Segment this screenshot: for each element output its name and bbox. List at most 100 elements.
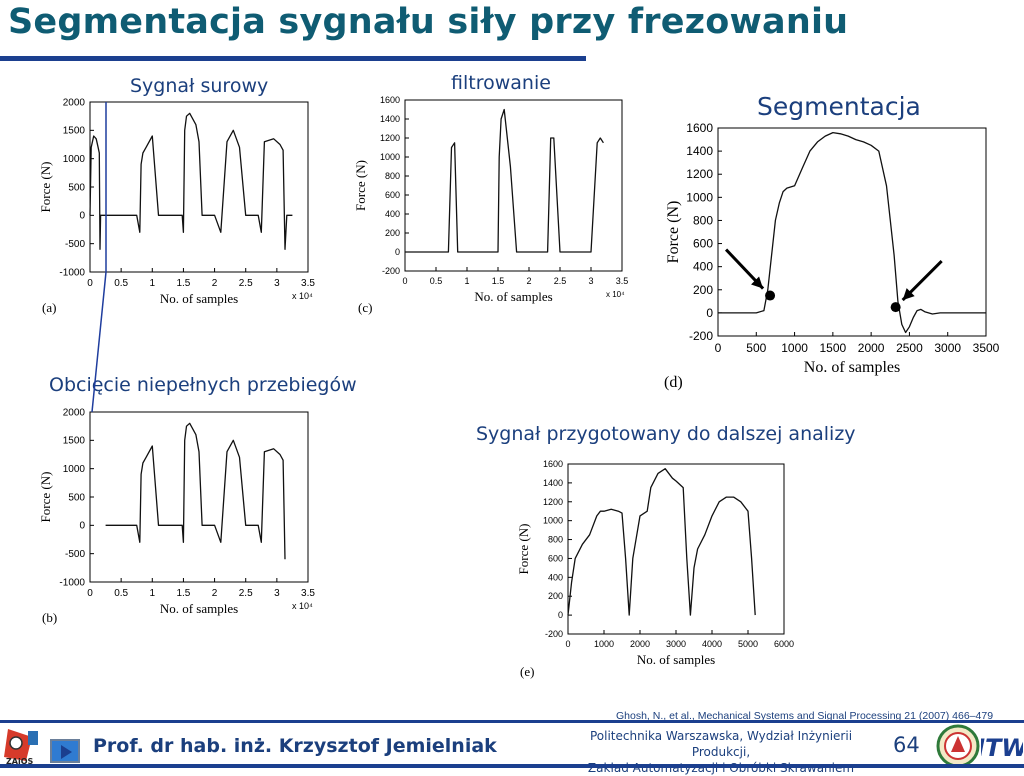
chart-d: 0 500 1000 1500 2000 2500 3000 3500 -200 0 200 400 6…	[664, 121, 1016, 391]
y-tick-label: 200	[385, 228, 400, 238]
y-tick-label: 1500	[63, 126, 86, 137]
footer-author: Prof. dr hab. inż. Krzysztof Jemielniak	[93, 735, 497, 757]
y-tick-label: 1400	[686, 144, 713, 158]
x-multiplier-label: x 10⁴	[292, 291, 313, 301]
y-tick-label: 400	[385, 209, 400, 219]
x-tick-label: 1	[150, 278, 156, 289]
y-tick-label: 1200	[543, 497, 563, 507]
panel-label: (a)	[42, 300, 57, 315]
chart-svg: 0 0.5 1 1.5 2 2.5 3 3.5-20002004006008001000120…	[353, 95, 629, 304]
x-tick-label: 1	[464, 276, 469, 286]
x-tick-label: 0	[87, 588, 93, 599]
x-tick-label: 4000	[702, 639, 722, 649]
y-tick-label: 400	[693, 260, 713, 274]
y-tick-label: 800	[385, 171, 400, 181]
x-axis-label: No. of samples	[160, 601, 238, 616]
segment-arrowhead	[902, 288, 915, 301]
plot-frame	[404, 99, 623, 272]
label-filtering: filtrowanie	[451, 72, 551, 94]
y-axis-label: Force (N)	[665, 201, 682, 264]
panel-label: (d)	[664, 374, 683, 391]
chart-svg: 0 500 1000 1500 2000 2500 3000 3500-20002004006…	[665, 121, 1000, 376]
plot-frame	[89, 101, 309, 273]
y-tick-label: 600	[548, 553, 563, 563]
footer-institution-line2: Zakład Automatyzacji i Obróbki Skrawanie…	[587, 761, 855, 775]
y-tick-label: 800	[548, 535, 563, 545]
y-tick-label: -500	[65, 549, 85, 560]
series-line	[89, 112, 293, 250]
plot-frame	[567, 463, 785, 635]
x-tick-label: 2	[526, 276, 531, 286]
x-tick-label: 1000	[781, 341, 808, 355]
footer-institution-line1: Politechnika Warszawska, Wydział Inżynie…	[589, 729, 853, 759]
x-tick-label: 2000	[630, 639, 650, 649]
slide-title: Segmentacja sygnału siły przy frezowaniu	[8, 2, 849, 42]
x-tick-label: 6000	[774, 639, 794, 649]
label-cut-incomplete: Obcięcie niepełnych przebiegów	[49, 374, 357, 396]
x-tick-label: 2.5	[554, 276, 567, 286]
y-tick-label: 400	[548, 572, 563, 582]
x-tick-label: 1.5	[176, 588, 190, 599]
zaios-logo: ZAiOS	[2, 727, 44, 766]
plot-frame	[717, 127, 987, 337]
citation-link[interactable]: Ghosh, N., et al., Mechanical Systems an…	[616, 710, 994, 722]
chart-b: 0 0.5 1 1.5 2 2.5 3 3.5 -1000 -500 0 500 1000 1500 200…	[38, 406, 338, 625]
y-tick-label: 1200	[380, 133, 400, 143]
x-tick-label: 2.5	[239, 588, 253, 599]
x-tick-label: 2000	[858, 341, 885, 355]
y-tick-label: -1000	[59, 267, 85, 278]
y-tick-label: 600	[385, 190, 400, 200]
chart-svg: 0 0.5 1 1.5 2 2.5 3 3.5 -1000 -500 0 500 1000 1500 200…	[38, 407, 315, 616]
y-axis-label: Force (N)	[38, 162, 53, 213]
next-slide-button[interactable]	[50, 739, 80, 763]
y-tick-label: -500	[65, 239, 85, 250]
footer-institution: Politechnika Warszawska, Wydział Inżynie…	[566, 728, 876, 776]
y-tick-label: 1400	[543, 478, 563, 488]
page-number: 64	[893, 733, 920, 757]
y-tick-label: 1000	[380, 152, 400, 162]
y-tick-label: -200	[382, 266, 400, 276]
label-raw-signal: Sygnał surowy	[130, 75, 269, 97]
label-segmentation: Segmentacja	[757, 92, 921, 121]
svg-text:ZAiOS: ZAiOS	[6, 757, 34, 765]
chart-e: 0 1000 2000 3000 4000 5000 6000 -200 0 200 400 600 8…	[516, 458, 814, 679]
x-tick-label: 3500	[973, 341, 1000, 355]
y-tick-label: 2000	[63, 407, 86, 418]
y-tick-label: 2000	[63, 97, 86, 108]
play-triangle-icon	[61, 745, 72, 759]
y-tick-label: 1600	[543, 459, 563, 469]
panel-label: (c)	[358, 300, 373, 315]
y-tick-label: 1600	[686, 121, 713, 135]
x-tick-label: 0.5	[430, 276, 443, 286]
chart-svg: 0 0.5 1 1.5 2 2.5 3 3.5 -1000 -500 0 500 1000 1500 200…	[38, 97, 315, 306]
y-tick-label: 800	[693, 213, 713, 227]
chart-svg: 0 1000 2000 3000 4000 5000 6000-20002004006008…	[516, 459, 794, 667]
x-tick-label: 500	[746, 341, 766, 355]
x-tick-label: 3000	[934, 341, 961, 355]
x-tick-label: 3.5	[616, 276, 629, 286]
y-tick-label: 0	[706, 306, 713, 320]
x-tick-label: 1500	[820, 341, 847, 355]
x-tick-label: 0	[402, 276, 407, 286]
panel-label: (b)	[42, 610, 58, 625]
x-axis-label: No. of samples	[160, 291, 238, 306]
plot-frame	[89, 411, 309, 583]
y-tick-label: 1400	[380, 114, 400, 124]
chart-c: 0 0.5 1 1.5 2 2.5 3 3.5 -200 0 200 400 600 800 1000 120…	[353, 94, 652, 315]
x-tick-label: 1	[150, 588, 156, 599]
x-tick-label: 2500	[896, 341, 923, 355]
segment-arrowhead	[751, 276, 764, 289]
segment-marker	[765, 290, 776, 301]
x-multiplier-label: x 10⁴	[292, 601, 313, 611]
x-tick-label: 3.5	[301, 588, 315, 599]
x-tick-label: 0	[87, 278, 93, 289]
x-tick-label: 3.5	[301, 278, 315, 289]
y-tick-label: 1600	[380, 95, 400, 105]
y-tick-label: -200	[689, 329, 713, 343]
x-axis-label: No. of samples	[804, 359, 900, 376]
x-tick-label: 0.5	[114, 588, 128, 599]
x-multiplier-label: x 10⁴	[606, 290, 625, 299]
y-axis-label: Force (N)	[38, 472, 53, 523]
x-tick-label: 0	[565, 639, 570, 649]
itw-logo: ITW	[976, 727, 1024, 763]
